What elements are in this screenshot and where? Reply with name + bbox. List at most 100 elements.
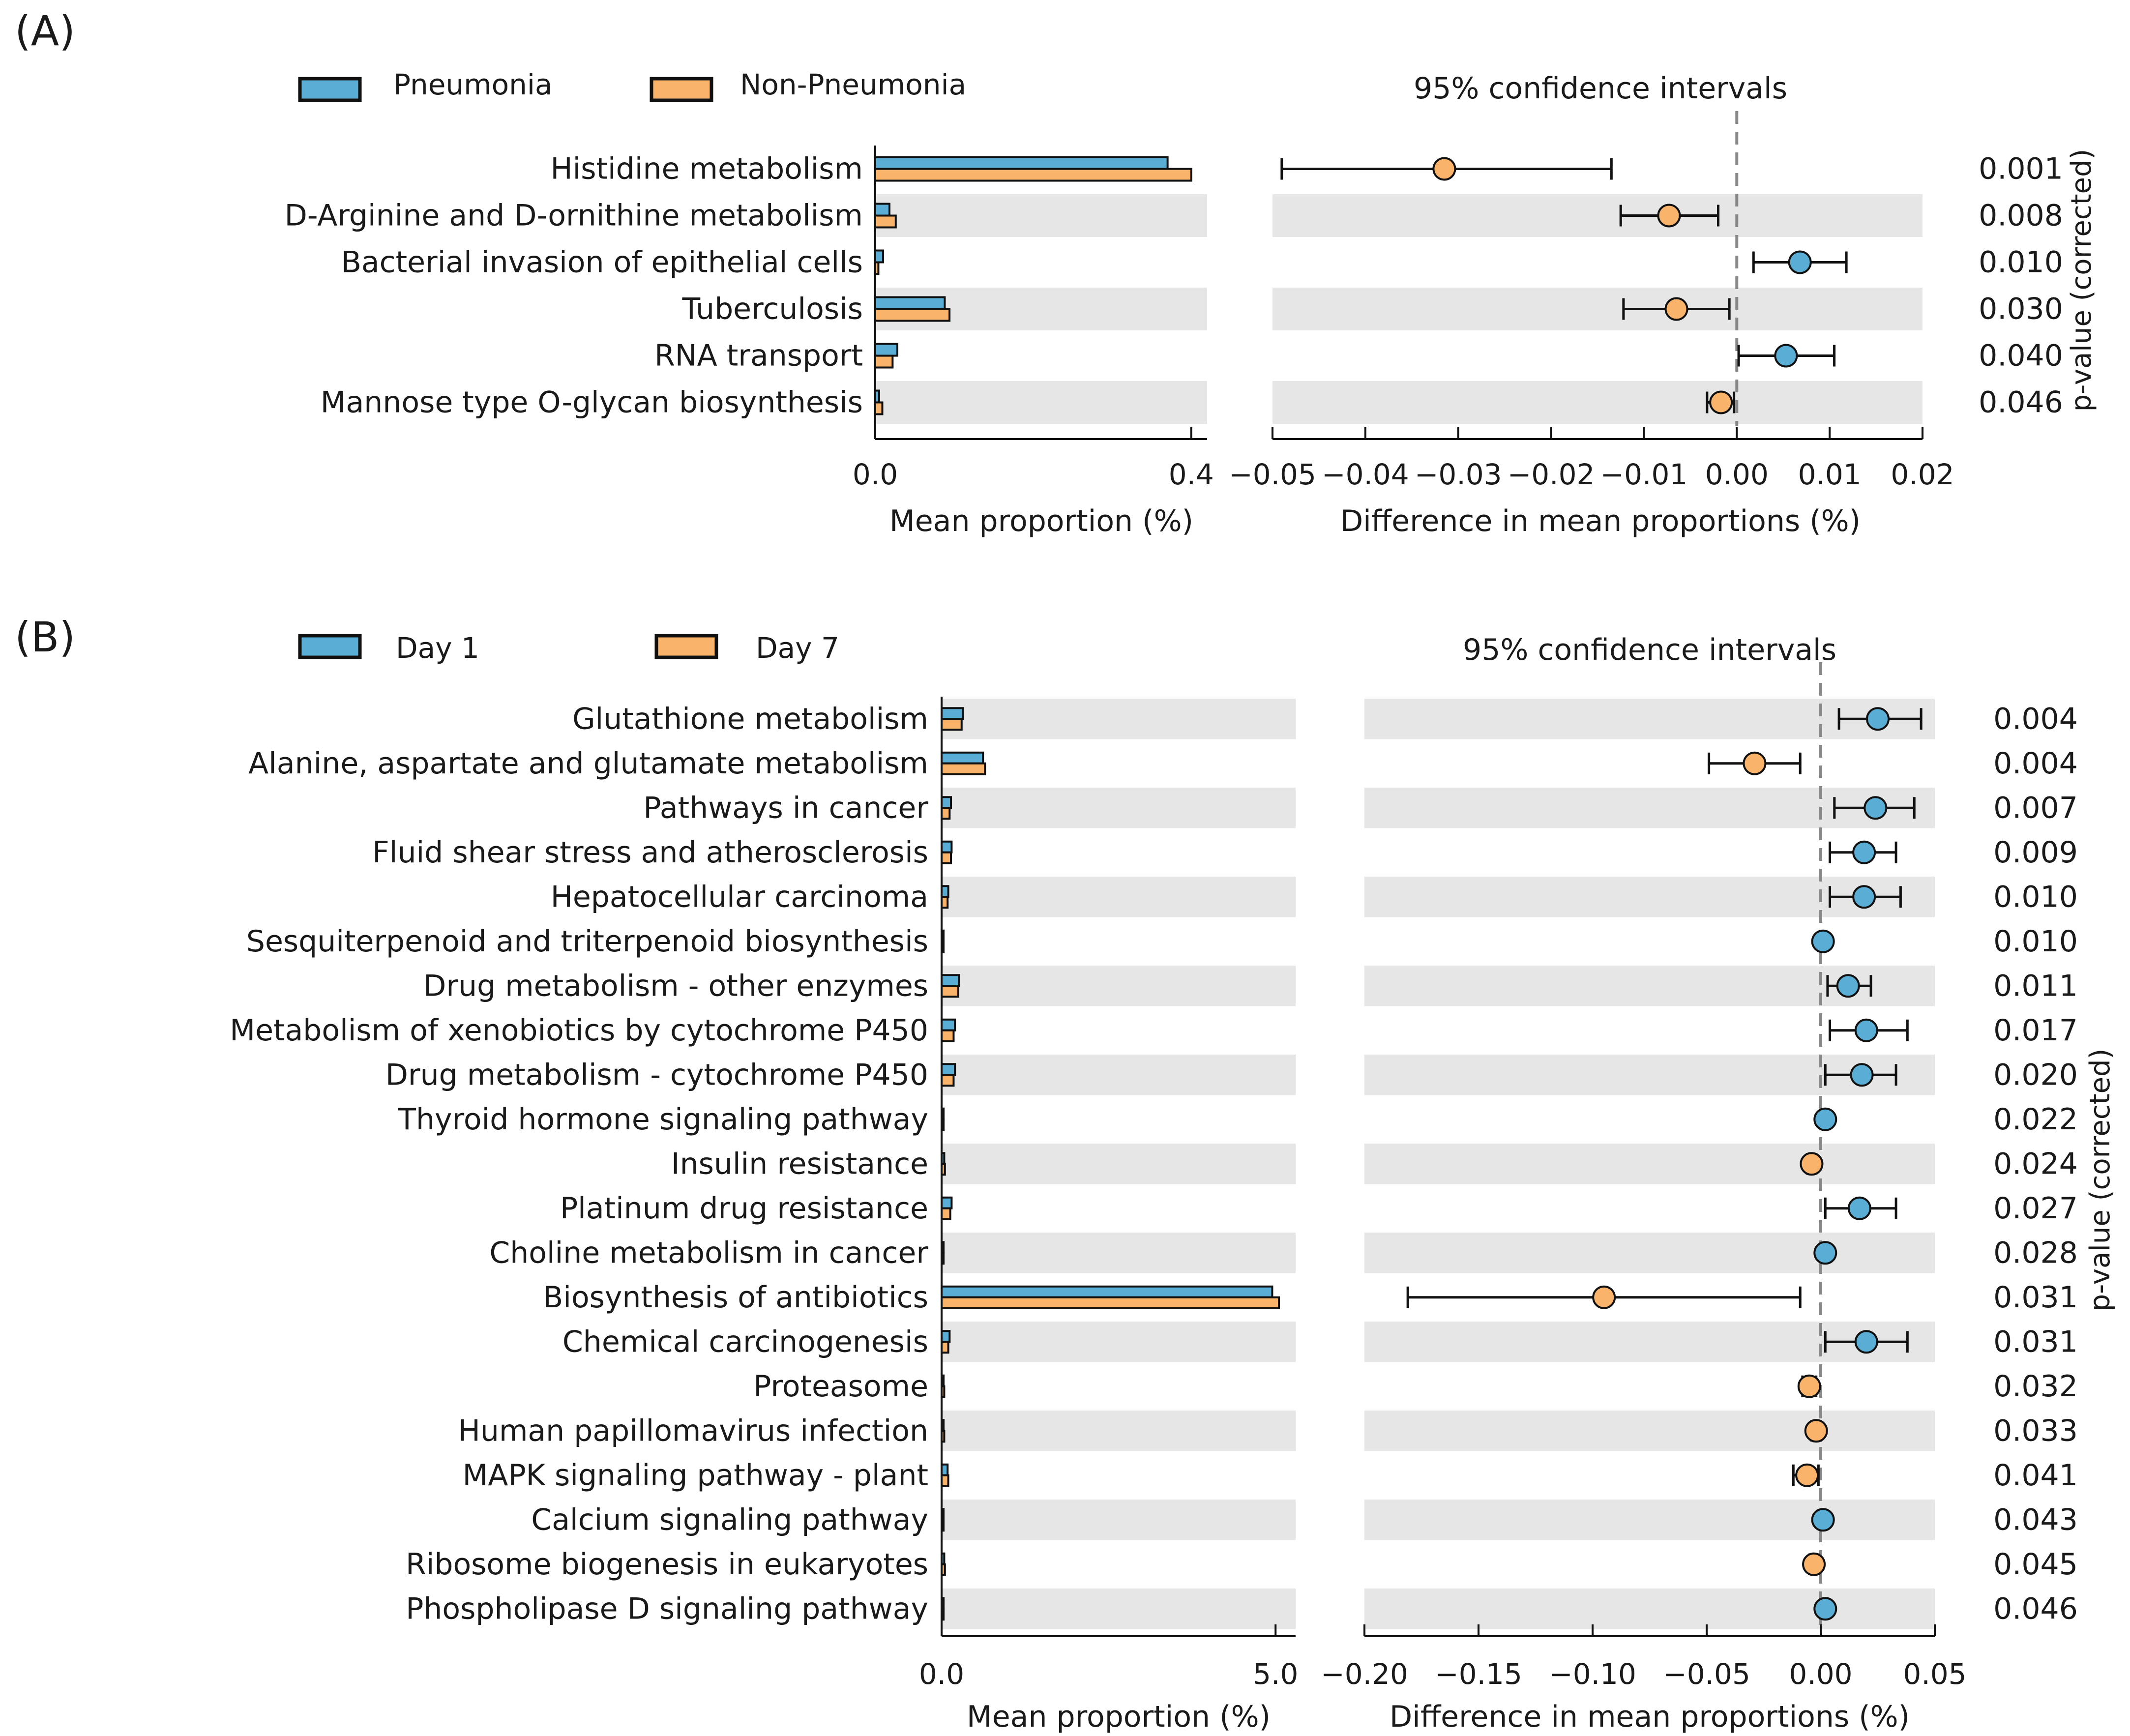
bar-day7 <box>941 718 963 731</box>
category-label: MAPK signaling pathway - plant <box>463 1458 928 1493</box>
difference-point <box>1852 885 1876 909</box>
row-band <box>942 966 1296 1006</box>
bar-day1 <box>941 1018 956 1031</box>
p-value: 0.040 <box>1979 339 2063 373</box>
difference-point <box>1864 796 1888 820</box>
difference-point <box>1774 344 1798 368</box>
bar-day1 <box>941 707 964 720</box>
bar-non-pneumonia <box>874 168 1192 182</box>
row-band <box>1364 1589 1935 1629</box>
category-label: Insulin resistance <box>671 1147 928 1181</box>
bar-day7 <box>941 1074 955 1087</box>
category-label: Phospholipase D signaling pathway <box>406 1591 928 1626</box>
bar-x-tick-label: 0.0 <box>853 458 898 491</box>
p-value: 0.009 <box>1993 835 2078 870</box>
bar-x-tick-label: 5.0 <box>1253 1657 1298 1691</box>
p-value: 0.004 <box>1993 746 2078 781</box>
p-value: 0.028 <box>1993 1236 2078 1270</box>
p-value: 0.033 <box>1993 1413 2078 1448</box>
category-label: Chemical carcinogenesis <box>562 1324 928 1359</box>
bar-non-pneumonia <box>874 401 884 415</box>
difference-point <box>1813 1107 1837 1131</box>
p-value-axis-label: p-value (corrected) <box>2084 1049 2116 1312</box>
ci-title: 95% confidence intervals <box>1463 633 1836 667</box>
p-value: 0.046 <box>1993 1591 2078 1626</box>
bar-pneumonia <box>874 249 885 264</box>
row-band <box>942 1411 1296 1451</box>
bar-day7 <box>941 1029 955 1042</box>
bar-day7 <box>941 807 951 820</box>
difference-point <box>1854 1018 1878 1042</box>
ci-x-tick-label: −0.20 <box>1321 1657 1408 1691</box>
bar-day1 <box>941 1063 956 1076</box>
bar-day1 <box>941 1196 953 1209</box>
p-value: 0.031 <box>1993 1280 2078 1315</box>
bar-x-tick-label: 0.4 <box>1169 458 1214 491</box>
legend-swatch <box>298 634 362 659</box>
ci-x-tick-label: 0.02 <box>1891 458 1954 491</box>
bar-day1 <box>941 840 953 853</box>
ci-x-tick-label: −0.03 <box>1415 458 1502 491</box>
row-band <box>1272 381 1923 424</box>
legend-swatch <box>650 77 713 102</box>
ci-x-tick-label: −0.05 <box>1229 458 1316 491</box>
bar-pneumonia <box>874 343 898 357</box>
row-band <box>942 1233 1296 1273</box>
row-band <box>942 788 1296 828</box>
panel-a: (A) Pneumonia Non-Pneumonia Histidine metab… <box>15 7 2098 538</box>
legend-swatch <box>298 77 362 102</box>
p-value: 0.010 <box>1979 245 2063 280</box>
category-label: Proteasome <box>753 1369 928 1404</box>
bar-pneumonia <box>874 156 1169 170</box>
category-label: Pathways in cancer <box>643 791 928 825</box>
category-label: Alanine, aspartate and glutamate metabol… <box>248 746 928 781</box>
difference-point <box>1709 390 1733 414</box>
ci-x-tick-label: −0.15 <box>1435 1657 1522 1691</box>
p-value: 0.004 <box>1993 702 2078 736</box>
p-value-axis-label: p-value (corrected) <box>2066 149 2098 412</box>
p-value: 0.024 <box>1993 1147 2078 1181</box>
p-value: 0.010 <box>1993 924 2078 959</box>
p-value: 0.041 <box>1993 1458 2078 1493</box>
p-value: 0.045 <box>1993 1547 2078 1582</box>
bar-x-axis-title: Mean proportion (%) <box>889 504 1193 538</box>
p-value: 0.001 <box>1979 152 2063 186</box>
difference-point <box>1813 1597 1837 1621</box>
ci-x-tick-label: −0.05 <box>1663 1657 1750 1691</box>
bar-day1 <box>941 751 984 765</box>
difference-point <box>1664 297 1688 321</box>
bar-non-pneumonia <box>874 354 894 369</box>
row-band <box>1364 1500 1935 1540</box>
row-band <box>942 877 1296 917</box>
legend-swatch <box>654 634 718 659</box>
category-label: Histidine metabolism <box>550 152 863 186</box>
legend-label: Pneumonia <box>393 68 553 101</box>
bar-day7 <box>941 1296 1280 1309</box>
difference-point <box>1847 1196 1871 1220</box>
category-label: Tuberculosis <box>682 292 863 326</box>
difference-point <box>1743 751 1767 775</box>
ci-x-tick-label: −0.10 <box>1549 1657 1636 1691</box>
category-label: Drug metabolism - cytochrome P450 <box>385 1058 928 1092</box>
category-label: Drug metabolism - other enzymes <box>423 969 928 1003</box>
category-label: Ribosome biogenesis in eukaryotes <box>406 1547 928 1582</box>
bar-day1 <box>941 885 949 898</box>
legend-label: Day 7 <box>756 631 839 665</box>
category-label: Platinum drug resistance <box>560 1191 928 1226</box>
category-label: Glutathione metabolism <box>572 702 928 736</box>
p-value: 0.007 <box>1993 791 2078 825</box>
row-band <box>942 1322 1296 1362</box>
ci-x-tick-label: 0.05 <box>1903 1657 1966 1691</box>
p-value: 0.046 <box>1979 385 2063 420</box>
category-label: Sesquiterpenoid and triterpenoid biosynt… <box>246 924 928 959</box>
bar-non-pneumonia <box>874 214 897 229</box>
row-band <box>875 381 1207 424</box>
bar-day1 <box>941 1285 1273 1298</box>
category-label: Calcium signaling pathway <box>531 1502 928 1537</box>
p-value: 0.011 <box>1993 969 2078 1003</box>
row-band <box>1272 194 1923 237</box>
ci-x-tick-label: −0.02 <box>1508 458 1595 491</box>
row-band <box>1272 288 1923 330</box>
difference-point <box>1836 974 1860 998</box>
